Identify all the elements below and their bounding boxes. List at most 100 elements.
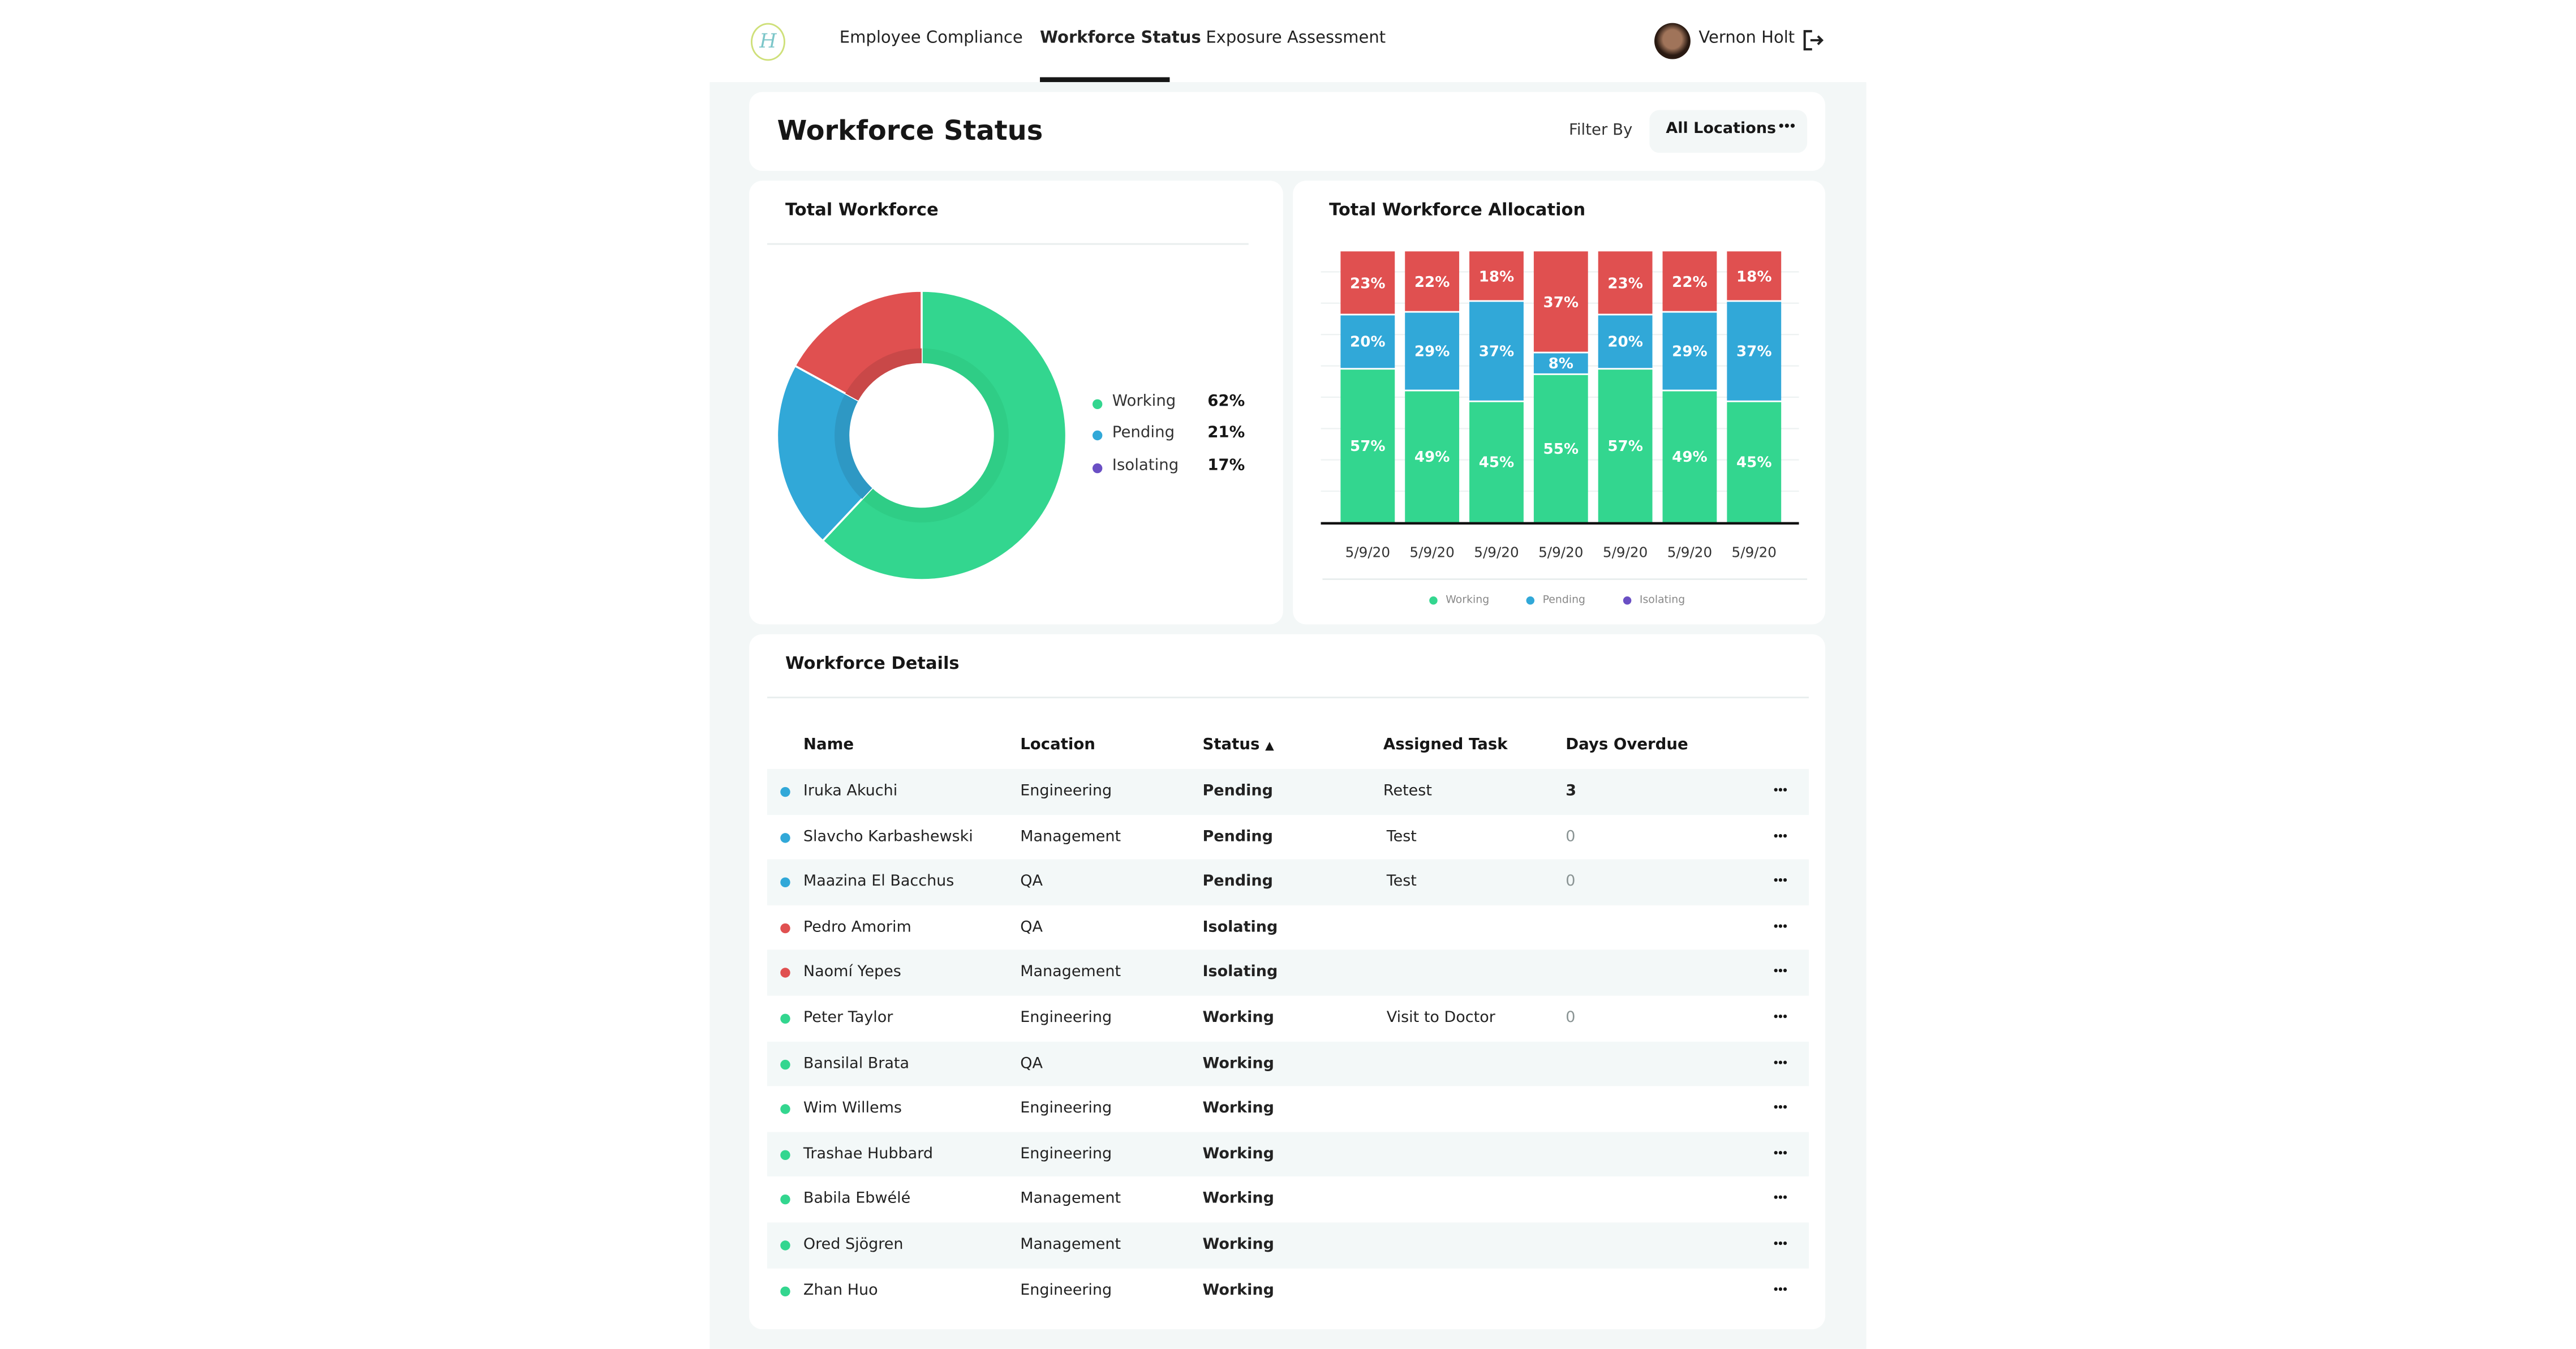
row-more-icon[interactable]: ••• xyxy=(1773,1102,1788,1115)
legend-label: Pending xyxy=(1112,424,1175,442)
row-more-icon[interactable]: ••• xyxy=(1773,1284,1788,1296)
column-header-location[interactable]: Location xyxy=(1020,736,1095,754)
bar-isolating xyxy=(1469,251,1524,300)
logout-icon[interactable] xyxy=(1802,29,1824,51)
column-header-status-label: Status xyxy=(1202,736,1260,754)
cell-location: Management xyxy=(1020,827,1121,846)
details-title: Workforce Details xyxy=(785,654,960,674)
nav-exposure-assessment[interactable]: Exposure Assessment xyxy=(1206,29,1386,48)
row-more-icon[interactable]: ••• xyxy=(1773,1193,1788,1205)
cell-status: Isolating xyxy=(1202,918,1278,936)
table-row[interactable]: Babila Ebwélé Management Working ••• xyxy=(767,1177,1809,1222)
column-header-name[interactable]: Name xyxy=(803,736,854,754)
bar-pending xyxy=(1405,312,1460,390)
legend-label: Isolating xyxy=(1639,593,1685,607)
bar-pending xyxy=(1727,302,1782,401)
table-row[interactable]: Bansilal Brata QA Working ••• xyxy=(767,1041,1809,1086)
avatar[interactable] xyxy=(1654,23,1691,59)
sort-ascending-icon: ▲ xyxy=(1265,739,1274,753)
bar-value-label: 23% xyxy=(1607,276,1643,293)
bar-value-label: 57% xyxy=(1350,438,1386,455)
table-row[interactable]: Ored Sjögren Management Working ••• xyxy=(767,1222,1809,1268)
column-header-status[interactable]: Status ▲ xyxy=(1203,736,1274,754)
cell-status: Isolating xyxy=(1202,963,1278,982)
status-dot xyxy=(780,1150,790,1160)
row-more-icon[interactable]: ••• xyxy=(1773,1012,1788,1024)
legend-label: Working xyxy=(1112,392,1176,411)
row-more-icon[interactable]: ••• xyxy=(1773,876,1788,888)
cell-assigned-task: Test xyxy=(1386,873,1417,891)
bar-isolating xyxy=(1340,251,1395,314)
bar-working xyxy=(1533,375,1588,523)
cell-name: Naomí Yepes xyxy=(803,963,901,982)
row-more-icon[interactable]: ••• xyxy=(1773,966,1788,978)
bar-value-label: 18% xyxy=(1479,269,1515,286)
cell-assigned-task: Test xyxy=(1386,827,1417,846)
row-more-icon[interactable]: ••• xyxy=(1773,1148,1788,1160)
donut-inner-shade xyxy=(835,393,872,499)
legend-dot-pending xyxy=(1092,431,1103,441)
table-row[interactable]: Naomí Yepes Management Isolating ••• xyxy=(767,950,1809,996)
bar-pending xyxy=(1533,353,1588,373)
cell-days-overdue: 3 xyxy=(1566,782,1577,801)
table-row[interactable]: Slavcho Karbashewski Management Pending … xyxy=(767,814,1809,860)
cell-status: Working xyxy=(1202,1190,1274,1209)
divider xyxy=(767,243,1249,245)
bar-value-label: 49% xyxy=(1672,449,1708,466)
table-row[interactable]: Trashae Hubbard Engineering Working ••• xyxy=(767,1132,1809,1178)
row-more-icon[interactable]: ••• xyxy=(1773,785,1788,797)
row-more-icon[interactable]: ••• xyxy=(1773,1239,1788,1251)
row-more-icon[interactable]: ••• xyxy=(1773,1057,1788,1069)
bar-value-label: 55% xyxy=(1543,441,1579,458)
nav-employee-compliance[interactable]: Employee Compliance xyxy=(839,29,1023,48)
bar-pending xyxy=(1598,315,1653,368)
bar-value-label: 8% xyxy=(1549,355,1573,372)
cell-name: Bansilal Brata xyxy=(803,1054,910,1072)
table-row[interactable]: Maazina El Bacchus QA Pending Test 0 ••• xyxy=(767,860,1809,905)
x-tick-label: 5/9/20 xyxy=(1667,544,1712,560)
row-more-icon[interactable]: ••• xyxy=(1773,831,1788,843)
allocation-card: Total Workforce Allocation 57% 20% 23% 5/9/… xyxy=(1293,181,1826,625)
legend-value: 62% xyxy=(1207,392,1245,411)
nav-workforce-status[interactable]: Workforce Status xyxy=(1040,29,1201,48)
bar-value-label: 37% xyxy=(1479,343,1515,360)
cell-status: Pending xyxy=(1202,873,1273,891)
user-name[interactable]: Vernon Holt xyxy=(1698,29,1795,48)
table-row[interactable]: Wim Willems Engineering Working ••• xyxy=(767,1086,1809,1132)
cell-status: Working xyxy=(1202,1281,1274,1299)
status-dot xyxy=(780,1195,790,1205)
bar-value-label: 20% xyxy=(1607,334,1643,351)
table-row[interactable]: Peter Taylor Engineering Working Visit t… xyxy=(767,996,1809,1041)
bar-value-label: 37% xyxy=(1543,294,1579,311)
table-row[interactable]: Zhan Huo Engineering Working ••• xyxy=(767,1268,1809,1313)
bar-working xyxy=(1340,370,1395,523)
status-dot xyxy=(780,1104,790,1115)
status-dot xyxy=(780,1013,790,1024)
cell-location: Management xyxy=(1020,963,1121,982)
bar-value-label: 29% xyxy=(1672,343,1708,360)
cell-days-overdue: 0 xyxy=(1566,873,1576,891)
table-row[interactable]: Iruka Akuchi Engineering Pending Retest … xyxy=(767,768,1809,815)
status-dot xyxy=(780,968,790,978)
allocation-title: Total Workforce Allocation xyxy=(1329,200,1586,221)
bar-value-label: 37% xyxy=(1736,343,1772,360)
location-filter-button[interactable]: All Locations ••• xyxy=(1649,110,1808,153)
total-workforce-title: Total Workforce xyxy=(785,200,939,221)
column-header-assigned-task[interactable]: Assigned Task xyxy=(1383,736,1508,754)
cell-location: Management xyxy=(1020,1235,1121,1254)
column-header-days-overdue[interactable]: Days Overdue xyxy=(1566,736,1688,754)
table-row[interactable]: Pedro Amorim QA Isolating ••• xyxy=(767,905,1809,950)
logo[interactable]: H xyxy=(750,23,785,61)
filter-label: Filter By xyxy=(1569,121,1633,140)
bar-value-label: 20% xyxy=(1350,334,1386,351)
legend-dot-working xyxy=(1092,399,1103,410)
status-dot xyxy=(780,832,790,843)
cell-name: Ored Sjögren xyxy=(803,1235,904,1254)
divider xyxy=(767,697,1809,699)
cell-status: Working xyxy=(1202,1008,1274,1027)
status-dot xyxy=(780,1059,790,1069)
row-more-icon[interactable]: ••• xyxy=(1773,921,1788,933)
cell-status: Pending xyxy=(1202,827,1273,846)
cell-location: QA xyxy=(1020,1054,1043,1072)
legend-dot-isolating xyxy=(1623,596,1632,605)
